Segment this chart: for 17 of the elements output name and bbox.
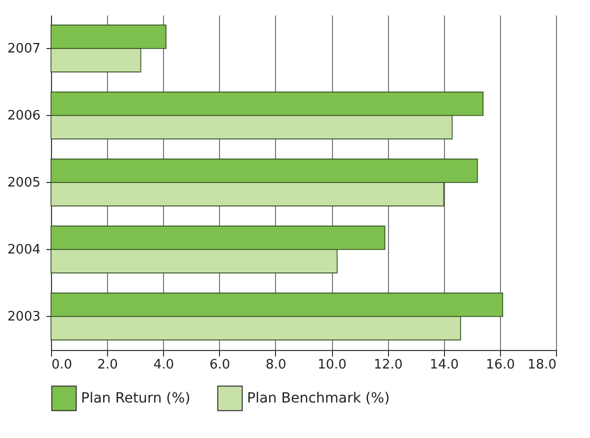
y-tick-label: 2005	[7, 176, 40, 190]
x-tick-label: 12.0	[374, 358, 403, 372]
x-tick-label: 18.0	[528, 358, 556, 372]
x-tick-label: 14.0	[430, 358, 459, 372]
x-tick-label: 16.0	[486, 358, 515, 372]
x-tick-label: 6.0	[209, 358, 230, 372]
x-tick-label: 2.0	[97, 358, 118, 372]
x-tick-label: 4.0	[153, 358, 174, 372]
x-tick-label: 0.0	[52, 358, 72, 372]
legend-label: Plan Return (%)	[81, 390, 190, 406]
x-tick-label: 10.0	[318, 358, 347, 372]
x-tick-label: 8.0	[266, 358, 286, 372]
y-tick-label: 2007	[7, 42, 40, 56]
y-tick-label: 2006	[7, 108, 40, 124]
y-tick-label: 2003	[7, 310, 40, 324]
legend-label: Plan Benchmark (%)	[247, 390, 390, 406]
y-tick-label: 2004	[7, 242, 40, 258]
